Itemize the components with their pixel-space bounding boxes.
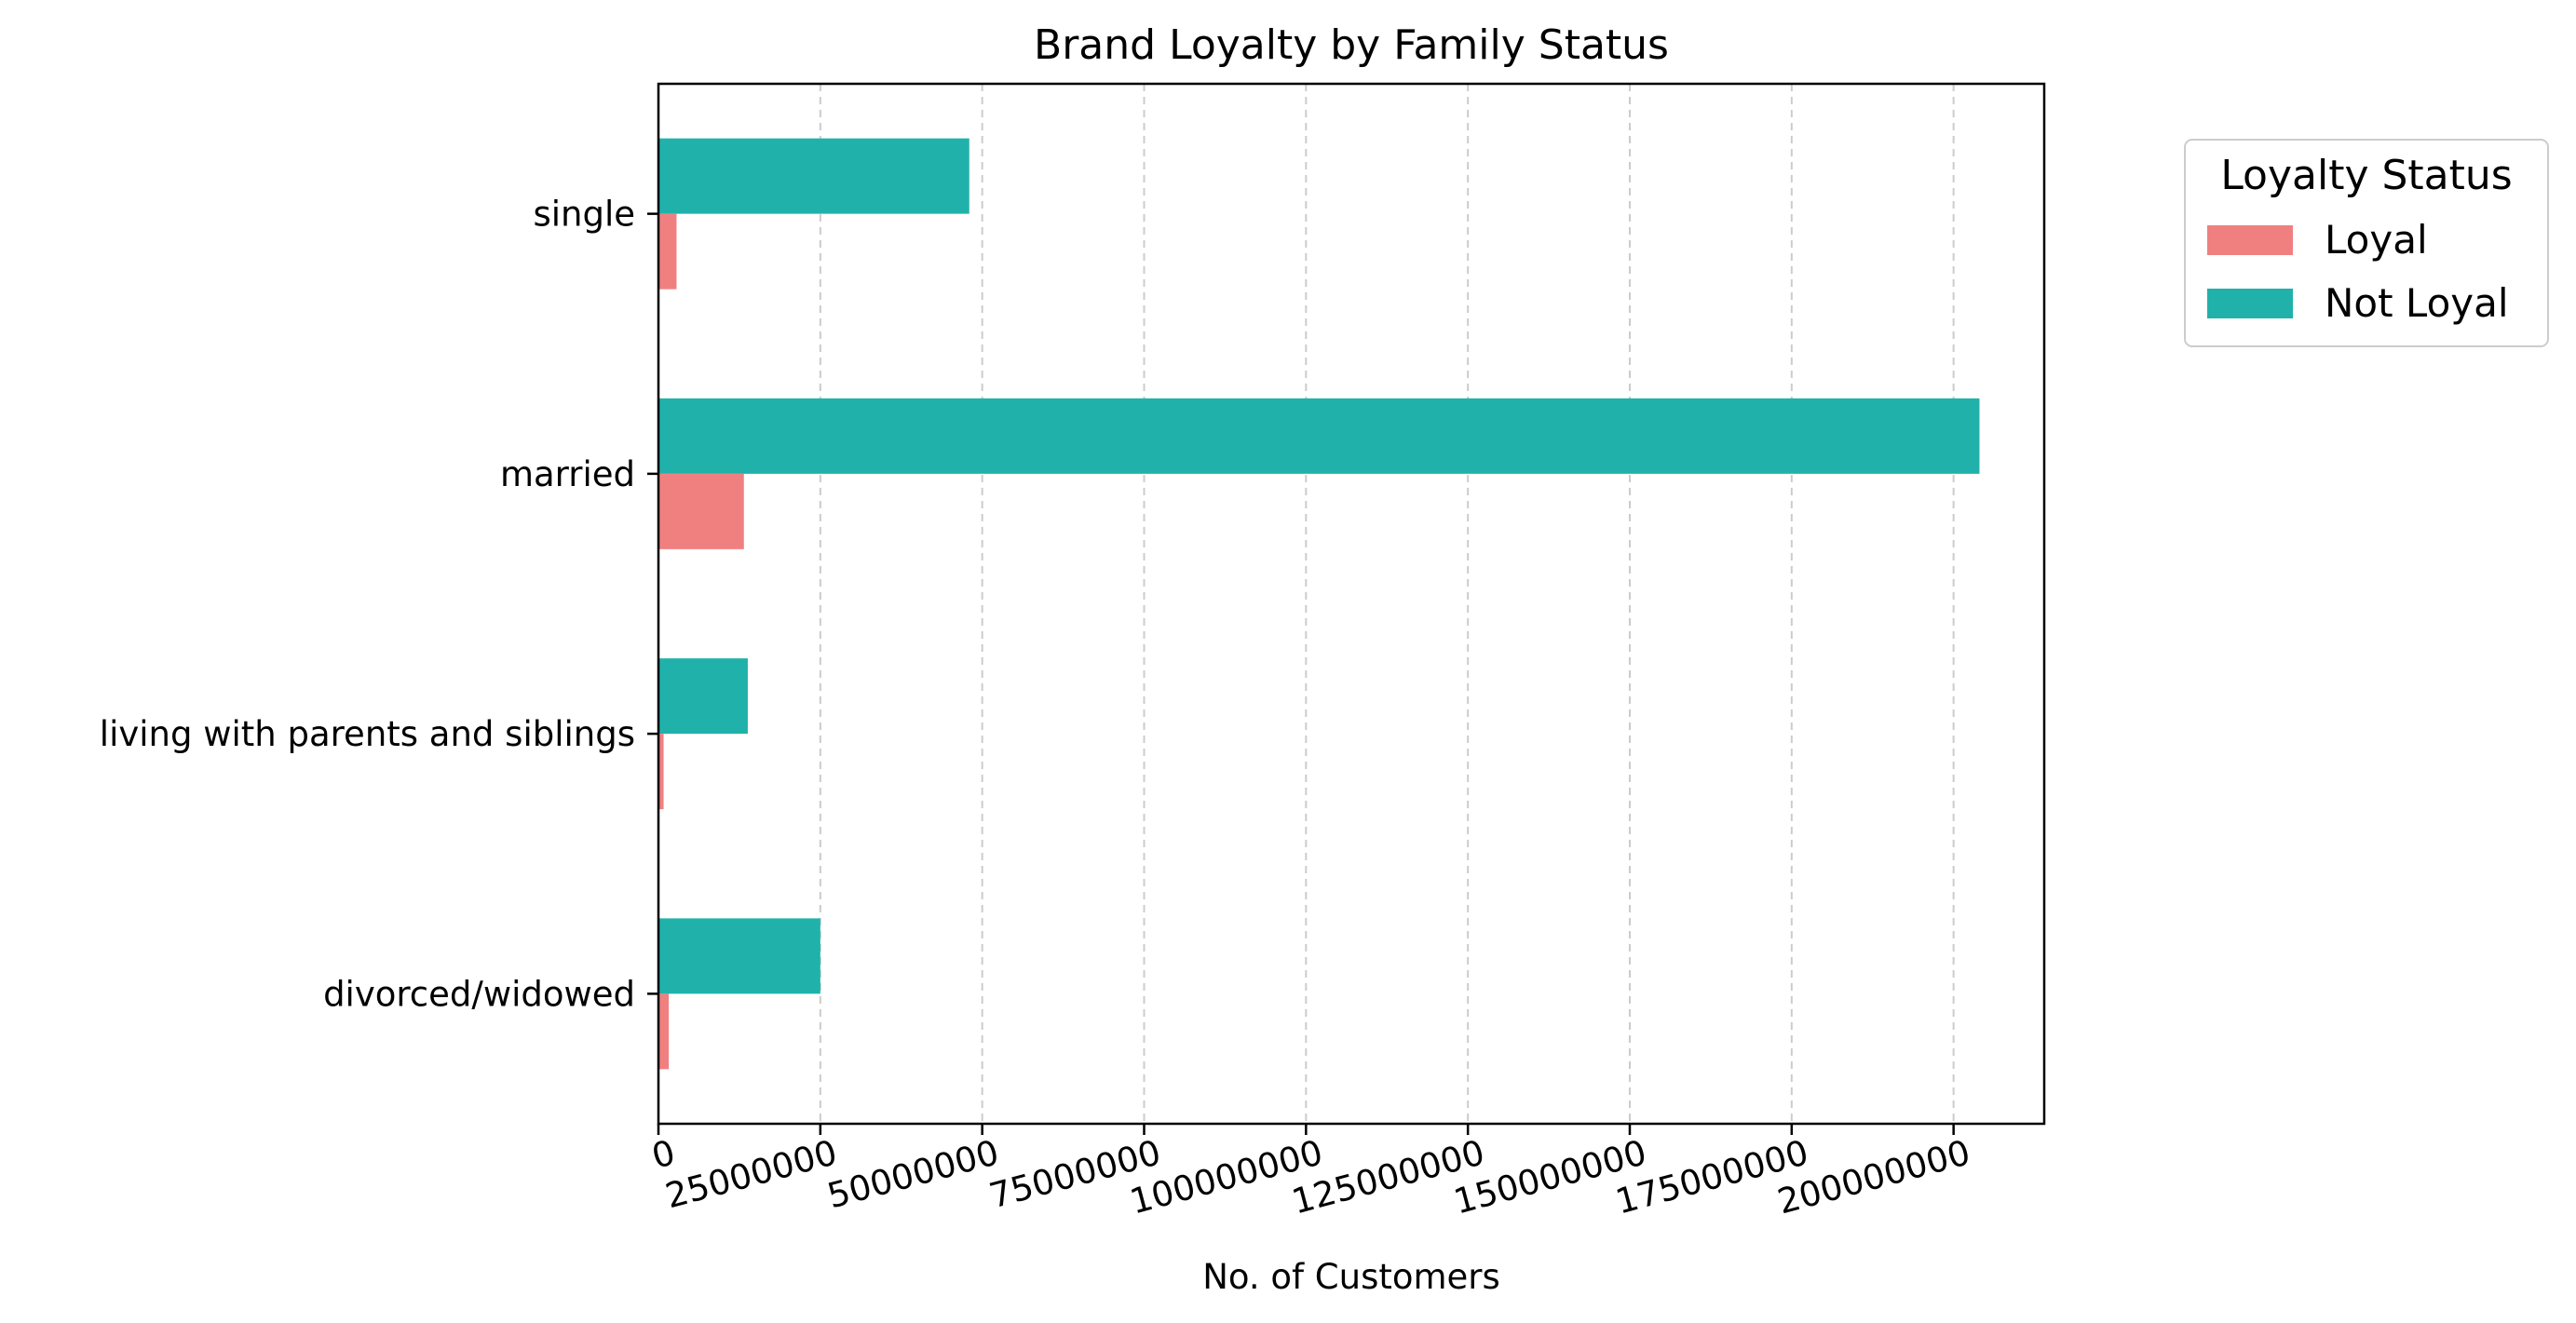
y-tick-label: married (500, 454, 635, 494)
bar-not-loyal (658, 918, 820, 994)
x-tick-label: 0 (647, 1132, 679, 1177)
legend-swatch (2207, 225, 2293, 255)
y-tick-label: single (533, 195, 635, 235)
bar-not-loyal (658, 138, 969, 214)
legend: Loyalty Status Loyal Not Loyal (2184, 139, 2549, 347)
bar-not-loyal (658, 398, 1980, 474)
bar-loyal (658, 993, 670, 1070)
plot-frame (657, 82, 2046, 1126)
legend-title: Loyalty Status (2220, 152, 2512, 199)
chart-title: Brand Loyalty by Family Status (1034, 21, 1669, 69)
bar-loyal (658, 213, 677, 290)
x-axis-ticks: 0250000005000000075000000100000000125000… (647, 1124, 1974, 1222)
y-axis-ticks: single married living with parents and sib… (100, 195, 658, 1014)
bar-loyal (658, 473, 744, 549)
bars (658, 138, 1980, 1070)
bar-not-loyal (658, 658, 748, 735)
legend-swatch (2207, 289, 2293, 318)
bar-loyal (658, 734, 664, 810)
legend-entry: Not Loyal (2325, 280, 2509, 326)
x-axis-label: No. of Customers (1202, 1257, 1500, 1297)
x-tick-label: 25000000 (661, 1132, 841, 1216)
x-tick-label: 50000000 (823, 1132, 1003, 1216)
gridlines (819, 84, 1955, 1124)
legend-entry: Loyal (2325, 217, 2428, 263)
y-tick-label: living with parents and siblings (100, 714, 635, 754)
y-tick-label: divorced/widowed (323, 974, 635, 1014)
